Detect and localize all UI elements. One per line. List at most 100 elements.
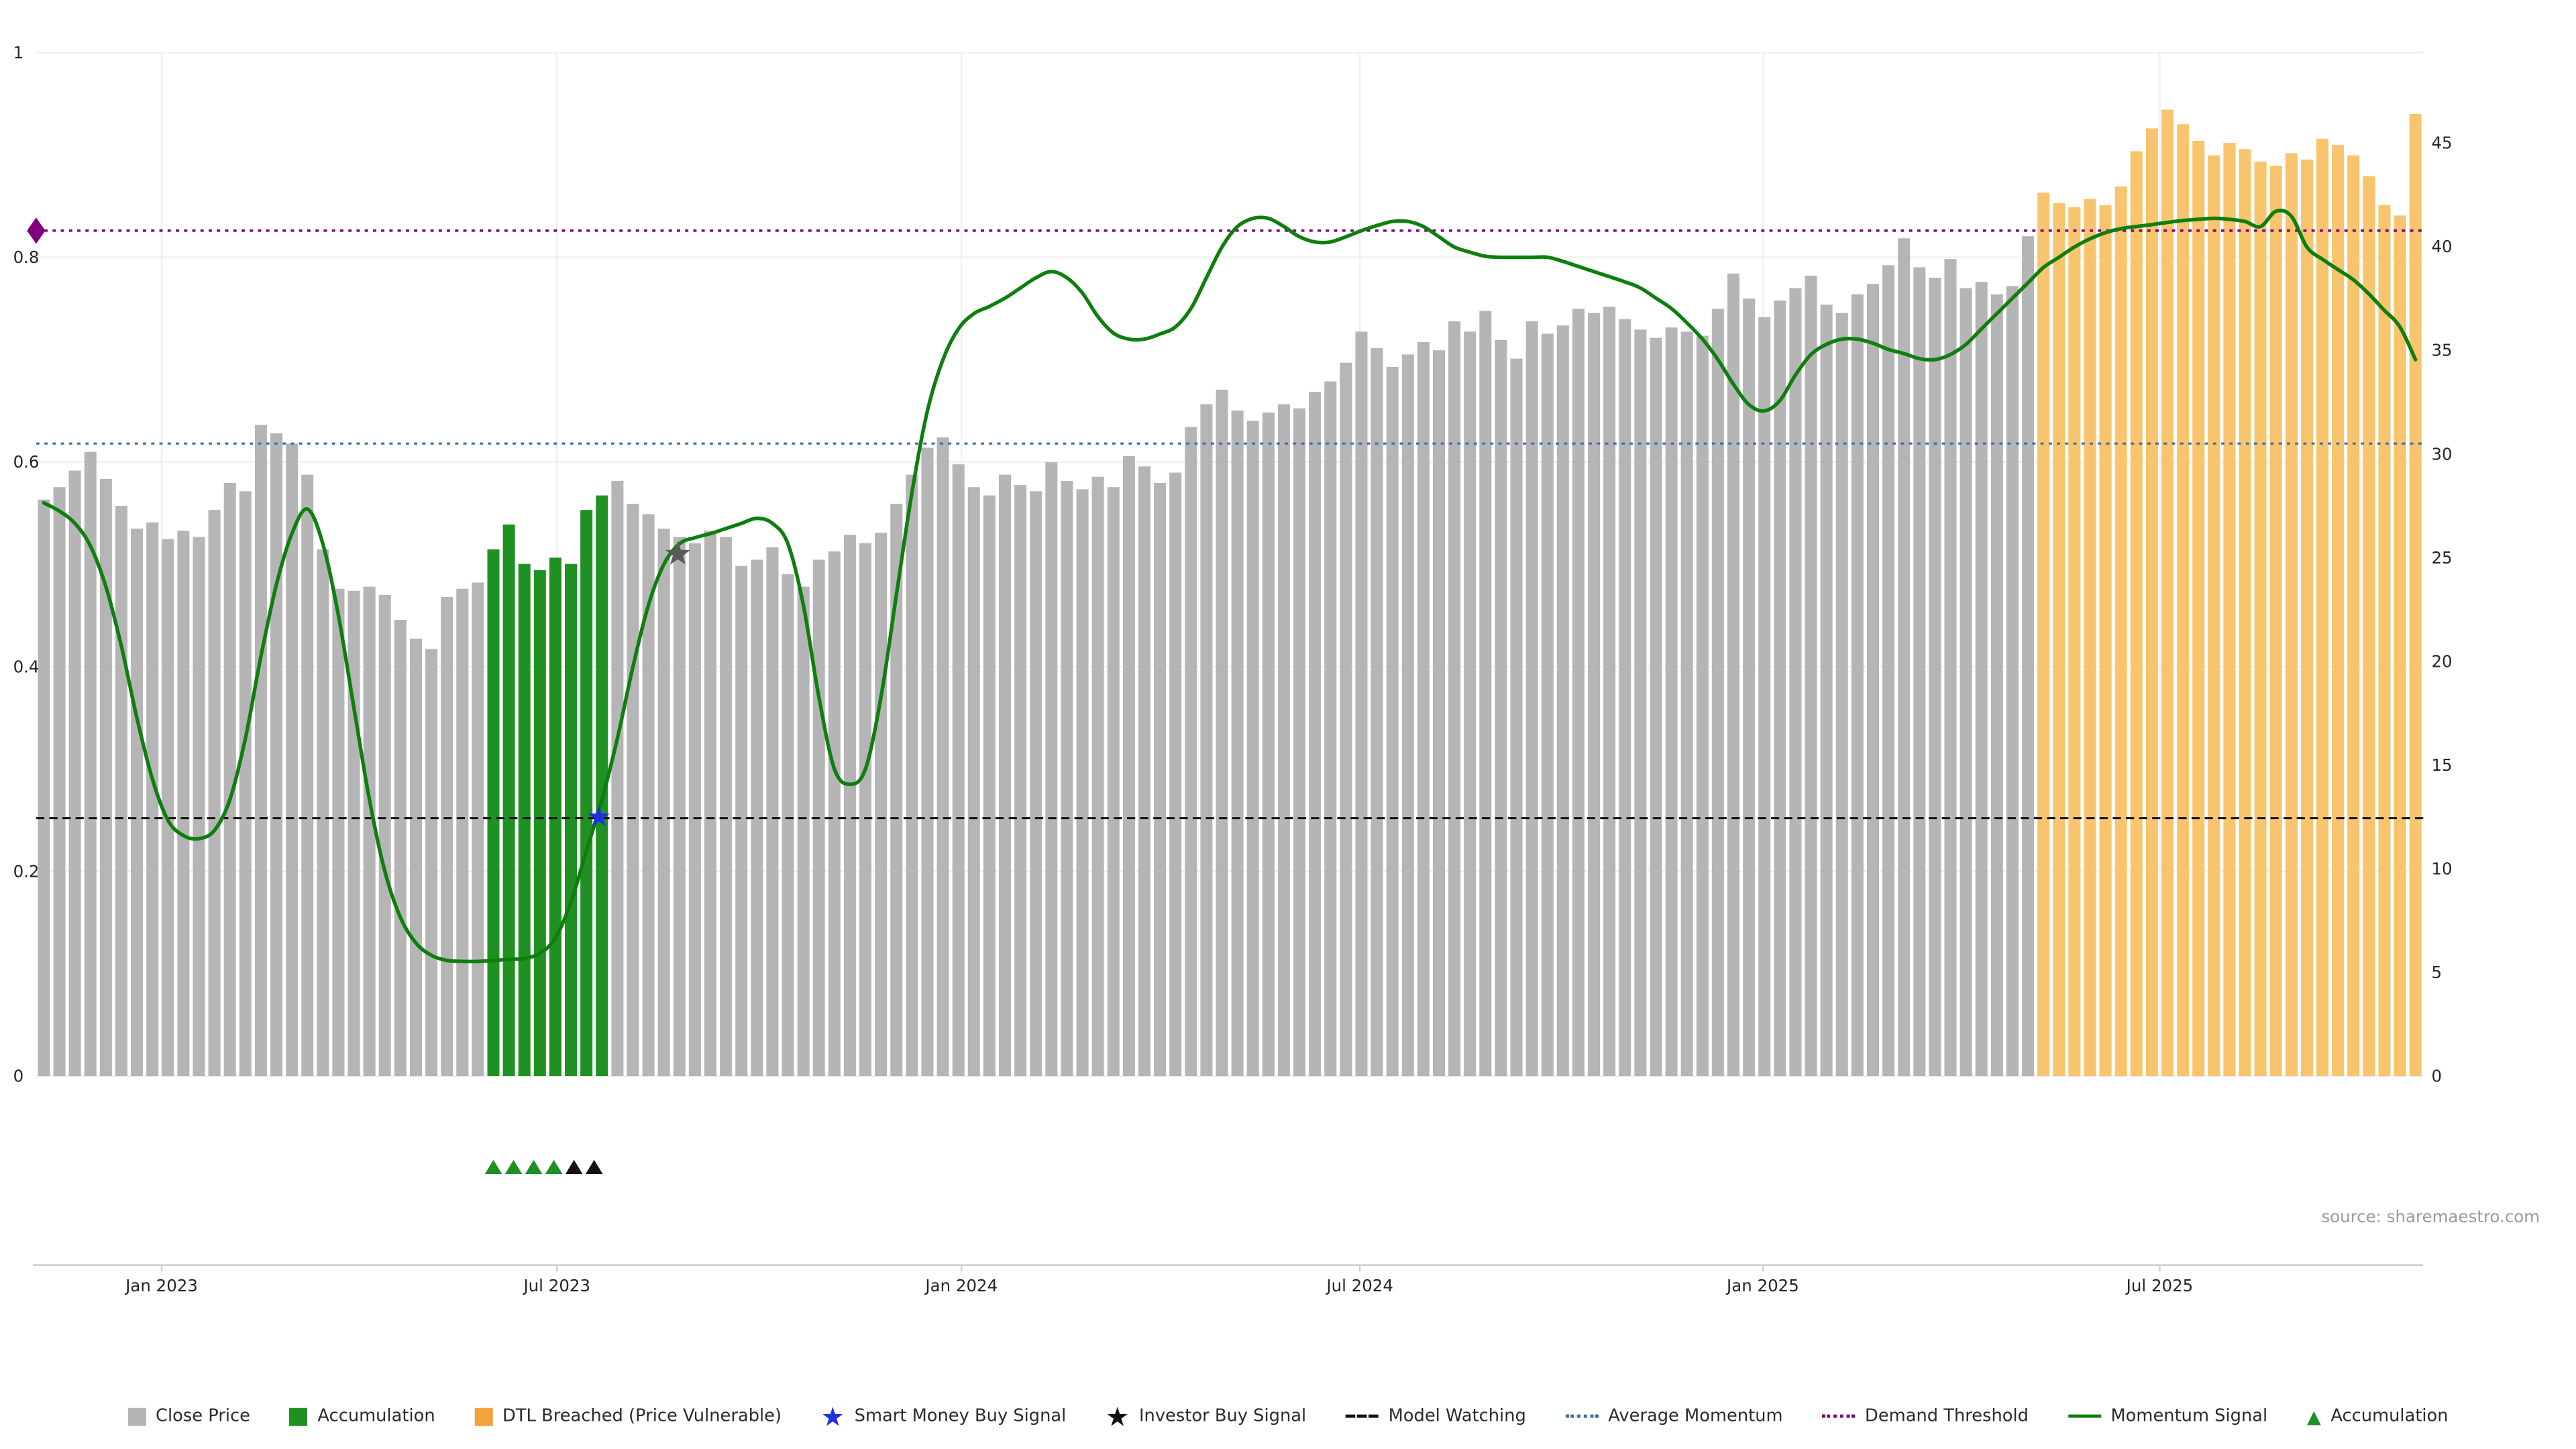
investor-buy-signal-star-icon: ★ <box>1106 1400 1130 1432</box>
close-price-bar <box>1417 341 1430 1077</box>
close-price-bar <box>1774 300 1786 1077</box>
close-price-bar <box>425 649 438 1077</box>
close-price-bar <box>1495 339 1507 1077</box>
close-price-bar <box>1324 381 1337 1077</box>
close-price-bar <box>936 437 949 1077</box>
close-price-bar <box>301 474 314 1077</box>
close-price-bar <box>131 529 144 1077</box>
close-price-bar <box>1154 483 1167 1077</box>
close-price-bar <box>363 586 376 1077</box>
left-axis-tick-label: 0.8 <box>13 248 40 267</box>
x-axis-tick-label: Jan 2024 <box>924 1276 998 1295</box>
left-axis-tick-label: 0.6 <box>13 452 40 472</box>
close-price-bar <box>146 522 159 1077</box>
close-price-bar <box>1820 305 1833 1077</box>
right-axis-tick-label: 5 <box>2431 963 2442 982</box>
close-price-bar <box>611 480 624 1077</box>
right-axis-tick-label: 35 <box>2431 341 2452 360</box>
close-price-bar <box>38 499 50 1077</box>
dtl-breached-bar <box>2347 155 2360 1077</box>
close-price-bar <box>1510 358 1523 1077</box>
close-price-bar <box>1711 309 1724 1077</box>
close-price-bar <box>875 533 888 1077</box>
accumulation-triangle-icon <box>525 1159 543 1175</box>
close-price-bar <box>1944 259 1957 1077</box>
dtl-breached-square-icon <box>474 1407 493 1426</box>
legend-label-momentum-signal: Momentum Signal <box>2110 1406 2268 1426</box>
legend-label-investor-buy-signal: Investor Buy Signal <box>1138 1406 1307 1426</box>
x-axis-tick-label: Jul 2025 <box>2125 1276 2194 1295</box>
right-axis-tick-label: 10 <box>2431 859 2452 879</box>
close-price-bar <box>254 425 267 1077</box>
close-price-bar <box>99 478 112 1077</box>
dtl-breached-bar <box>2378 205 2391 1077</box>
close-price-bar <box>332 588 345 1077</box>
close-price-bar <box>751 559 763 1077</box>
close-price-bar <box>673 537 686 1077</box>
close-price-bar <box>1448 321 1461 1077</box>
legend-item-model-watching: Model Watching <box>1345 1406 1526 1426</box>
close-price-bar <box>1789 288 1802 1077</box>
close-price-bar <box>921 447 934 1077</box>
close-price-bar <box>1091 476 1104 1077</box>
dtl-breached-bar <box>2409 113 2422 1077</box>
close-price-bar <box>441 597 453 1077</box>
close-price-bar <box>1851 294 1864 1077</box>
legend-label-smart-money-buy-signal: Smart Money Buy Signal <box>854 1406 1067 1426</box>
close-price-bar <box>627 503 639 1077</box>
close-price-bar <box>1138 466 1150 1077</box>
x-axis-tick-label: Jan 2025 <box>1725 1276 1799 1295</box>
close-price-bar <box>270 433 283 1077</box>
legend-item-dtl-breached: DTL Breached (Price Vulnerable) <box>474 1406 782 1426</box>
left-axis-tick-label: 1 <box>13 43 24 62</box>
close-price-bar <box>688 543 701 1077</box>
dtl-breached-bar <box>2084 199 2096 1077</box>
dtl-breached-bar <box>2037 193 2050 1077</box>
close-price-bar <box>1835 313 1848 1077</box>
close-price-bar <box>1866 284 1879 1077</box>
close-price-bar <box>1634 329 1647 1077</box>
close-price-bar <box>1572 309 1585 1077</box>
close-price-bar <box>1743 298 1756 1077</box>
legend-label-average-momentum: Average Momentum <box>1608 1406 1783 1426</box>
close-price-bar <box>1045 462 1058 1077</box>
close-price-bar <box>1386 366 1399 1077</box>
accumulation-marker-triangle-icon: ▲ <box>2306 1405 2321 1427</box>
close-price-bar <box>967 487 980 1077</box>
close-price-bar <box>115 506 127 1077</box>
close-price-bar <box>378 594 391 1077</box>
dtl-breached-bar <box>2316 138 2329 1077</box>
legend-item-accumulation: Accumulation <box>289 1406 435 1426</box>
close-price-bar <box>1246 421 1259 1077</box>
close-price-bar <box>2006 286 2019 1077</box>
accumulation-black-triangle-icon <box>585 1159 603 1175</box>
dtl-breached-bar <box>2053 203 2065 1077</box>
close-price-bar <box>2022 236 2035 1077</box>
close-price-bar <box>394 620 407 1077</box>
x-axis-tick-label: Jul 2023 <box>522 1276 590 1295</box>
demand-threshold-line-icon <box>1822 1414 1856 1418</box>
close-price-bar <box>1355 331 1368 1077</box>
close-price-bar <box>1898 238 1911 1077</box>
legend-item-average-momentum: Average Momentum <box>1565 1406 1783 1426</box>
close-price-bar <box>409 638 422 1077</box>
legend-label-model-watching: Model Watching <box>1388 1406 1526 1426</box>
close-price-bar <box>1030 491 1042 1077</box>
accumulation-bar <box>533 570 546 1077</box>
model-watching-line-icon <box>1345 1414 1379 1418</box>
close-price-bar <box>1277 404 1290 1077</box>
legend-item-momentum-signal: Momentum Signal <box>2068 1406 2267 1426</box>
close-price-bar <box>1293 408 1306 1077</box>
legend-item-smart-money-buy-signal: ★ Smart Money Buy Signal <box>821 1403 1067 1429</box>
accumulation-bar <box>487 549 500 1077</box>
close-price-bar <box>1929 277 1941 1077</box>
close-price-bar <box>1401 354 1414 1077</box>
close-price-bar <box>1960 288 1972 1077</box>
accumulation-bar <box>565 564 578 1077</box>
close-price-bar <box>239 491 252 1077</box>
dtl-breached-bar <box>2332 145 2345 1077</box>
left-axis-tick-label: 0 <box>13 1067 24 1086</box>
legend-label-close-price: Close Price <box>156 1406 251 1426</box>
close-price-bar <box>890 503 903 1077</box>
close-price-bar <box>1603 307 1616 1077</box>
